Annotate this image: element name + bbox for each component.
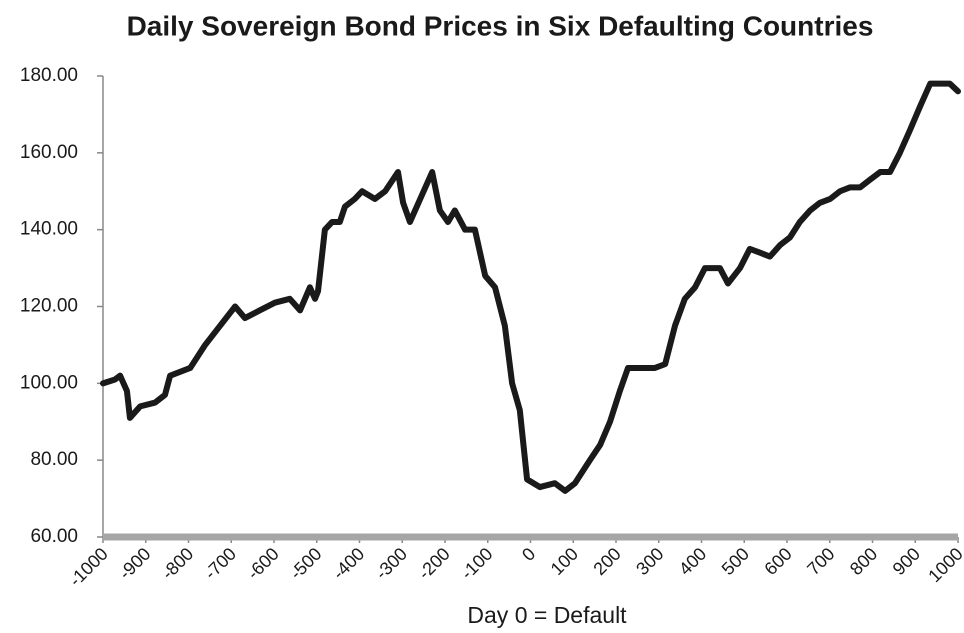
y-tick-label: 140.00 xyxy=(20,219,78,240)
y-tick-label: 80.00 xyxy=(30,449,78,470)
y-tick-label: 160.00 xyxy=(20,142,78,163)
x-axis-label: Day 0 = Default xyxy=(467,602,627,628)
x-tick-label: -700 xyxy=(200,544,240,584)
x-tick-label: 200 xyxy=(589,544,624,579)
data-line xyxy=(100,80,961,494)
x-tick-label: 300 xyxy=(632,544,667,579)
x-tick-label: -800 xyxy=(158,544,198,584)
x-tick-label: 100 xyxy=(547,544,582,579)
x-tick-label: -300 xyxy=(371,544,411,584)
x-tick-label: -500 xyxy=(286,544,326,584)
x-tick-label: 400 xyxy=(675,544,710,579)
x-tick-label: -1000 xyxy=(65,544,112,591)
x-tick-label: -600 xyxy=(243,544,283,584)
y-tick-label: 180.00 xyxy=(20,65,78,86)
x-tick-label: 800 xyxy=(846,544,881,579)
x-tick-label: 500 xyxy=(718,544,753,579)
x-tick-label: -100 xyxy=(457,544,497,584)
x-tick-label: -900 xyxy=(115,544,155,584)
x-tick-label: 700 xyxy=(803,544,838,579)
y-tick-label: 60.00 xyxy=(30,526,78,547)
x-tick-label: 600 xyxy=(760,544,795,579)
y-tick-label: 120.00 xyxy=(20,296,78,317)
chart-title: Daily Sovereign Bond Prices in Six Defau… xyxy=(127,10,874,41)
x-tick-label: -400 xyxy=(329,544,369,584)
y-tick-label: 100.00 xyxy=(20,372,78,393)
x-tick-label: 900 xyxy=(889,544,924,579)
x-tick-label: 1000 xyxy=(924,544,964,586)
x-tick-label: -200 xyxy=(414,544,454,584)
x-tick-label: 0 xyxy=(518,544,539,565)
